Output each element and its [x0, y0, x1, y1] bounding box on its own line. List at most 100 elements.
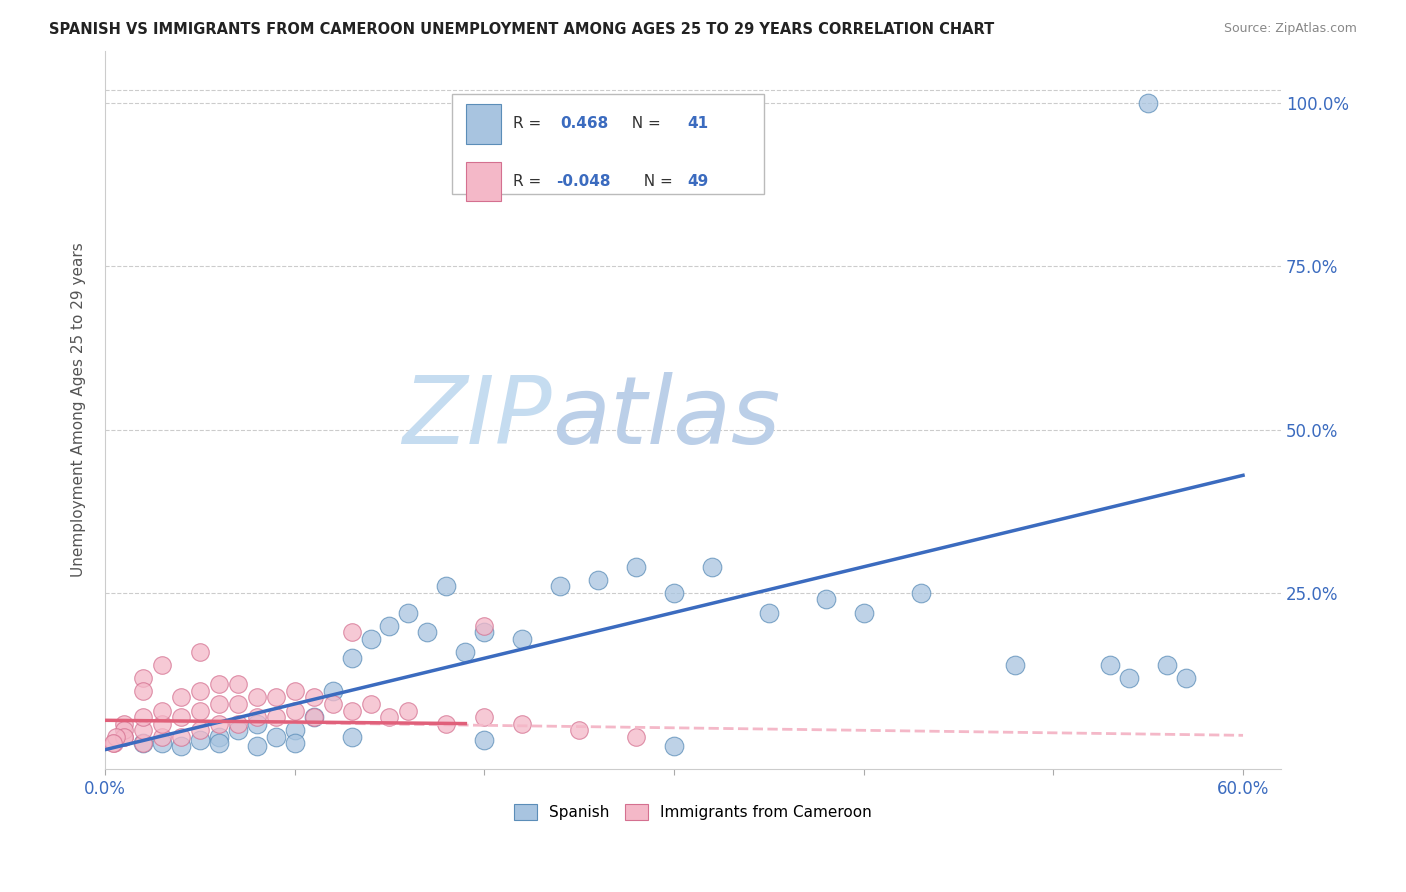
Text: N =: N = — [623, 117, 666, 131]
Point — [814, 592, 837, 607]
Point — [284, 684, 307, 698]
Point — [226, 723, 249, 738]
Point — [208, 677, 231, 691]
Point — [360, 697, 382, 711]
FancyBboxPatch shape — [465, 161, 502, 202]
Text: R =: R = — [513, 117, 546, 131]
Point — [340, 651, 363, 665]
Point — [101, 736, 124, 750]
Text: 41: 41 — [688, 117, 709, 131]
Point — [170, 730, 193, 744]
Point — [150, 704, 173, 718]
Point — [170, 739, 193, 754]
Point — [226, 677, 249, 691]
Point — [246, 739, 269, 754]
Point — [188, 723, 211, 738]
Point — [700, 559, 723, 574]
Point — [188, 684, 211, 698]
Point — [340, 730, 363, 744]
Point — [208, 716, 231, 731]
Point — [208, 730, 231, 744]
Point — [246, 716, 269, 731]
Point — [105, 730, 128, 744]
Point — [852, 606, 875, 620]
Point — [246, 710, 269, 724]
Point — [454, 645, 477, 659]
Point — [340, 704, 363, 718]
Text: atlas: atlas — [553, 372, 780, 463]
Point — [662, 739, 685, 754]
Text: ZIP: ZIP — [402, 372, 553, 463]
Text: 49: 49 — [688, 174, 709, 189]
Point — [662, 586, 685, 600]
Point — [226, 697, 249, 711]
FancyBboxPatch shape — [451, 94, 763, 194]
Point — [302, 690, 325, 705]
Point — [472, 618, 495, 632]
Point — [112, 730, 135, 744]
Point — [472, 732, 495, 747]
Point — [416, 625, 439, 640]
Text: SPANISH VS IMMIGRANTS FROM CAMEROON UNEMPLOYMENT AMONG AGES 25 TO 29 YEARS CORRE: SPANISH VS IMMIGRANTS FROM CAMEROON UNEM… — [49, 22, 994, 37]
Point — [398, 704, 420, 718]
Text: N =: N = — [634, 174, 678, 189]
Text: Source: ZipAtlas.com: Source: ZipAtlas.com — [1223, 22, 1357, 36]
Point — [150, 736, 173, 750]
Point — [910, 586, 932, 600]
Point — [132, 736, 155, 750]
Point — [150, 657, 173, 672]
Point — [150, 730, 173, 744]
Legend: Spanish, Immigrants from Cameroon: Spanish, Immigrants from Cameroon — [508, 798, 877, 826]
Point — [568, 723, 591, 738]
Y-axis label: Unemployment Among Ages 25 to 29 years: Unemployment Among Ages 25 to 29 years — [72, 243, 86, 577]
Point — [112, 730, 135, 744]
Point — [188, 732, 211, 747]
Point — [586, 573, 609, 587]
Point — [624, 730, 647, 744]
Point — [1175, 671, 1198, 685]
Text: R =: R = — [513, 174, 546, 189]
Point — [378, 618, 401, 632]
Point — [434, 716, 457, 731]
Point — [132, 736, 155, 750]
Point — [510, 716, 533, 731]
Point — [360, 632, 382, 646]
Point — [1118, 671, 1140, 685]
Point — [132, 710, 155, 724]
Text: 0.468: 0.468 — [560, 117, 609, 131]
Point — [472, 710, 495, 724]
Point — [340, 625, 363, 640]
Point — [103, 736, 125, 750]
Point — [208, 697, 231, 711]
Point — [302, 710, 325, 724]
Point — [398, 606, 420, 620]
Point — [132, 684, 155, 698]
FancyBboxPatch shape — [465, 104, 502, 144]
Point — [510, 632, 533, 646]
Point — [1099, 657, 1122, 672]
Point — [284, 736, 307, 750]
Point — [434, 579, 457, 593]
Point — [624, 559, 647, 574]
Point — [132, 671, 155, 685]
Point — [264, 710, 287, 724]
Point — [170, 710, 193, 724]
Point — [264, 730, 287, 744]
Point — [264, 690, 287, 705]
Point — [226, 716, 249, 731]
Point — [1137, 95, 1160, 110]
Point — [284, 723, 307, 738]
Point — [322, 684, 344, 698]
Point — [1004, 657, 1026, 672]
Point — [246, 690, 269, 705]
Point — [170, 690, 193, 705]
Point — [302, 710, 325, 724]
Point — [1156, 657, 1178, 672]
Point — [208, 736, 231, 750]
Point — [188, 645, 211, 659]
Point — [548, 579, 571, 593]
Point — [378, 710, 401, 724]
Point — [112, 723, 135, 738]
Point — [284, 704, 307, 718]
Point — [150, 716, 173, 731]
